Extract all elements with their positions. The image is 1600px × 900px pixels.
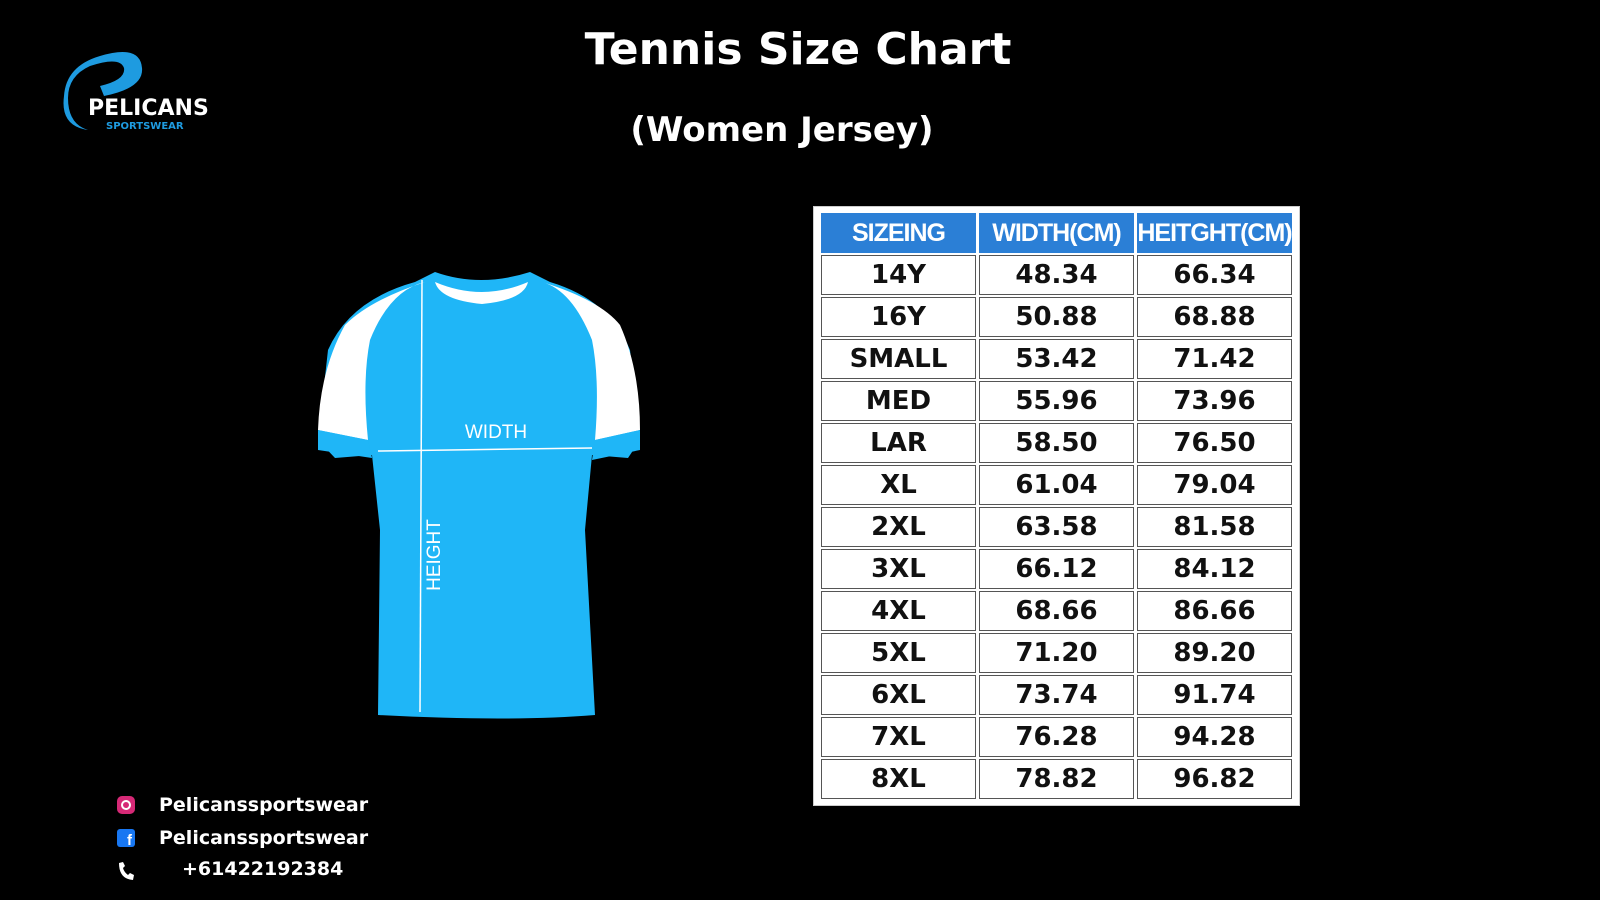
table-cell: 91.74 xyxy=(1137,675,1292,715)
table-cell: 2XL xyxy=(821,507,976,547)
table-cell: 81.58 xyxy=(1137,507,1292,547)
table-cell: 76.50 xyxy=(1137,423,1292,463)
table-row: 6XL 73.74 91.74 xyxy=(821,675,1292,715)
table-row: 16Y 50.88 68.88 xyxy=(821,297,1292,337)
table-row: 4XL 68.66 86.66 xyxy=(821,591,1292,631)
table-cell: 8XL xyxy=(821,759,976,799)
table-row: 7XL 76.28 94.28 xyxy=(821,717,1292,757)
table-cell: 50.88 xyxy=(979,297,1134,337)
table-cell: 3XL xyxy=(821,549,976,589)
table-cell: 58.50 xyxy=(979,423,1134,463)
jersey: WIDTH HEIGHT xyxy=(318,272,640,719)
table-cell: 16Y xyxy=(821,297,976,337)
table-cell: 76.28 xyxy=(979,717,1134,757)
table-cell: 71.42 xyxy=(1137,339,1292,379)
table-cell: 89.20 xyxy=(1137,633,1292,673)
table-cell: 48.34 xyxy=(979,255,1134,295)
table-cell: 66.34 xyxy=(1137,255,1292,295)
table-cell: 55.96 xyxy=(979,381,1134,421)
table-row: 14Y 48.34 66.34 xyxy=(821,255,1292,295)
title: Tennis Size Chart xyxy=(0,24,1600,75)
table-row: 3XL 66.12 84.12 xyxy=(821,549,1292,589)
table-cell: 96.82 xyxy=(1137,759,1292,799)
title-text: Tennis Size Chart xyxy=(584,24,1012,75)
table-row: XL 61.04 79.04 xyxy=(821,465,1292,505)
table-cell: 73.96 xyxy=(1137,381,1292,421)
width-label: WIDTH xyxy=(465,422,527,443)
table-cell: 14Y xyxy=(821,255,976,295)
svg-text:f: f xyxy=(127,832,133,849)
logo-name: PELICANS xyxy=(88,96,209,121)
table-cell: XL xyxy=(821,465,976,505)
table-row: 5XL 71.20 89.20 xyxy=(821,633,1292,673)
table-row: SMALL 53.42 71.42 xyxy=(821,339,1292,379)
table-cell: 86.66 xyxy=(1137,591,1292,631)
table-cell: 71.20 xyxy=(979,633,1134,673)
table-cell: 63.58 xyxy=(979,507,1134,547)
header-cell: WIDTH(CM) xyxy=(979,213,1134,253)
table-cell: 53.42 xyxy=(979,339,1134,379)
subtitle: (Women Jersey) xyxy=(630,110,934,150)
table-row: LAR 58.50 76.50 xyxy=(821,423,1292,463)
header-cell: SIZEING xyxy=(821,213,976,253)
contact-icons: f xyxy=(117,796,135,880)
table-row: 8XL 78.82 96.82 xyxy=(821,759,1292,799)
height-label: HEIGHT xyxy=(424,519,445,591)
logo: PELICANS SPORTSWEAR xyxy=(63,52,209,132)
table-cell: 84.12 xyxy=(1137,549,1292,589)
instagram: Pelicanssportswear xyxy=(159,794,369,816)
phone: +61422192384 xyxy=(182,858,344,880)
table-cell: 68.88 xyxy=(1137,297,1292,337)
table-row: 2XL 63.58 81.58 xyxy=(821,507,1292,547)
table-cell: 68.66 xyxy=(979,591,1134,631)
table-cell: 7XL xyxy=(821,717,976,757)
table-cell: 66.12 xyxy=(979,549,1134,589)
table-row: MED 55.96 73.96 xyxy=(821,381,1292,421)
table-cell: MED xyxy=(821,381,976,421)
logo-tagline: SPORTSWEAR xyxy=(106,121,184,132)
table-cell: 73.74 xyxy=(979,675,1134,715)
size-table: SIZEING WIDTH(CM) HEITGHT(CM) 14Y 48.34 66.34… xyxy=(813,206,1300,806)
header-cell: HEITGHT(CM) xyxy=(1137,213,1293,253)
table-cell: LAR xyxy=(821,423,976,463)
table-cell: SMALL xyxy=(821,339,976,379)
facebook: Pelicanssportswear xyxy=(159,827,369,849)
table-cell: 6XL xyxy=(821,675,976,715)
table-cell: 4XL xyxy=(821,591,976,631)
table-cell: 79.04 xyxy=(1137,465,1292,505)
table-cell: 94.28 xyxy=(1137,717,1292,757)
table-cell: 78.82 xyxy=(979,759,1134,799)
table-cell: 61.04 xyxy=(979,465,1134,505)
table-cell: 5XL xyxy=(821,633,976,673)
